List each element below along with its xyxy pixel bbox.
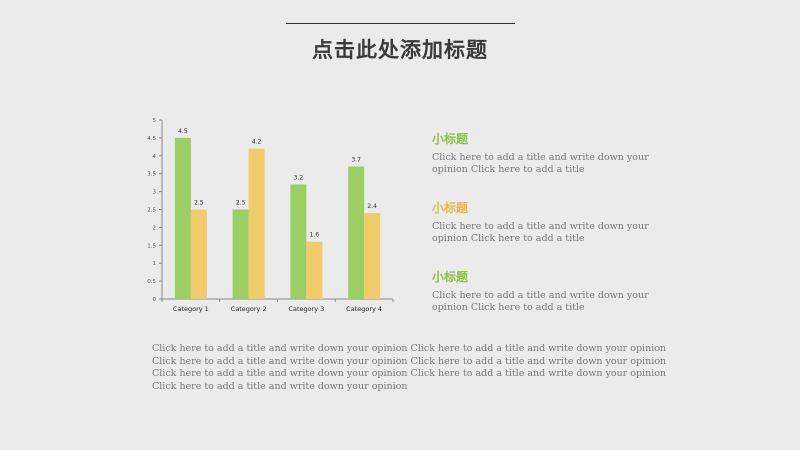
slide-title[interactable]: 点击此处添加标题 bbox=[312, 37, 488, 62]
side-text-3[interactable]: Click here to add a title and write down… bbox=[432, 290, 649, 313]
y-tick-label: 3 bbox=[153, 190, 157, 196]
x-tick-label: Category 1 bbox=[173, 305, 209, 313]
side-heading-1[interactable]: 小标题 bbox=[432, 132, 469, 146]
data-label: 4.2 bbox=[252, 139, 262, 146]
side-text-2[interactable]: Click here to add a title and write down… bbox=[432, 221, 649, 244]
bar-s2-c2 bbox=[248, 148, 265, 299]
data-label: 3.2 bbox=[294, 174, 304, 181]
bottom-line-2: Click here to add a title and write down… bbox=[152, 355, 667, 367]
y-tick-label: 4 bbox=[153, 154, 157, 160]
bar-s1-c4 bbox=[348, 166, 365, 299]
x-tick-label: Category 3 bbox=[288, 305, 324, 313]
x-tick-label: Category 4 bbox=[346, 305, 382, 313]
y-tick-label: 1.5 bbox=[147, 243, 156, 249]
bar-s2-c3 bbox=[306, 241, 323, 299]
data-label: 4.5 bbox=[178, 128, 188, 135]
data-label: 2.5 bbox=[194, 200, 204, 207]
data-label: 2.4 bbox=[367, 203, 377, 210]
side-text-1[interactable]: Click here to add a title and write down… bbox=[432, 152, 649, 175]
y-tick-label: 2 bbox=[153, 225, 157, 231]
y-tick-label: 0 bbox=[153, 297, 157, 303]
bottom-line-3: Click here to add a title and write down… bbox=[152, 368, 667, 379]
y-tick-label: 4.5 bbox=[147, 136, 156, 142]
title-rule bbox=[286, 23, 515, 24]
bottom-line-4: Click here to add a title and write down… bbox=[152, 380, 408, 392]
side-heading-3[interactable]: 小标题 bbox=[432, 270, 469, 284]
bottom-line-1: Click here to add a title and write down… bbox=[152, 343, 667, 354]
side-block-1: 小标题 Click here to add a title and write … bbox=[432, 130, 662, 176]
bar-s2-c4 bbox=[364, 213, 381, 299]
y-tick-label: 2.5 bbox=[147, 208, 156, 214]
side-block-3: 小标题 Click here to add a title and write … bbox=[432, 268, 662, 314]
y-tick-label: 3.5 bbox=[147, 172, 156, 178]
bar-s1-c2 bbox=[232, 209, 249, 299]
bar-s1-c3 bbox=[290, 184, 307, 299]
bottom-paragraph[interactable]: Click here to add a title and write down… bbox=[152, 343, 692, 393]
data-label: 3.7 bbox=[351, 157, 361, 164]
y-tick-label: 1 bbox=[153, 261, 157, 267]
y-tick-label: 5 bbox=[153, 118, 157, 124]
data-label: 2.5 bbox=[236, 200, 246, 207]
bar-s1-c1 bbox=[174, 137, 191, 299]
side-heading-2[interactable]: 小标题 bbox=[432, 201, 469, 215]
side-block-2: 小标题 Click here to add a title and write … bbox=[432, 199, 662, 245]
y-tick-label: 0.5 bbox=[147, 279, 156, 285]
data-label: 1.6 bbox=[310, 232, 320, 239]
x-tick-label: Category 2 bbox=[231, 305, 267, 313]
bar-s2-c1 bbox=[190, 209, 207, 299]
bar-chart: 0 0.5 1 1.5 2 2.5 3 3.5 4 4.5 5 4.5 2.5 Category 1 2.5… bbox=[147, 118, 394, 313]
